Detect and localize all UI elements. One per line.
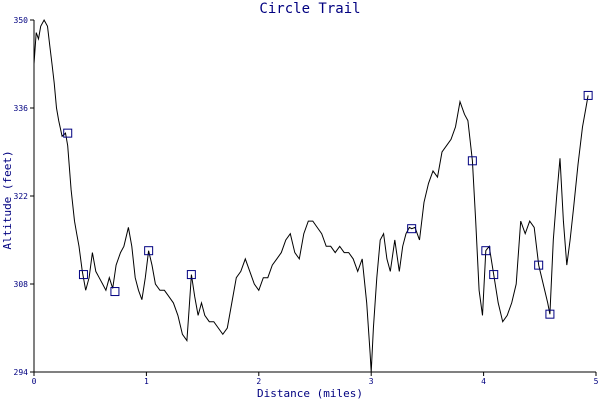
x-tick-label: 5 — [594, 377, 599, 386]
y-axis-label: Altitude (feet) — [1, 150, 14, 249]
x-axis-label: Distance (miles) — [257, 387, 363, 400]
y-tick-label: 336 — [14, 104, 29, 113]
waypoint-marker — [489, 270, 499, 280]
waypoint-marker — [481, 246, 491, 256]
y-tick-label: 308 — [14, 280, 29, 289]
plot-area — [33, 18, 593, 373]
waypoint-marker — [186, 270, 196, 280]
x-tick-label: 0 — [32, 377, 37, 386]
waypoint-marker — [467, 156, 477, 166]
y-tick-label: 294 — [14, 368, 29, 377]
waypoint-marker — [144, 246, 154, 256]
altitude-series-line — [33, 18, 589, 373]
waypoint-marker — [78, 270, 88, 280]
x-tick-label: 1 — [144, 377, 149, 386]
x-tick-label: 3 — [369, 377, 374, 386]
x-tick-label: 4 — [481, 377, 486, 386]
waypoint-marker — [63, 128, 73, 138]
waypoint-marker — [583, 90, 593, 100]
x-tick-label: 2 — [256, 377, 261, 386]
waypoint-marker — [534, 260, 544, 270]
y-tick-label: 350 — [14, 16, 29, 25]
waypoint-marker — [407, 224, 417, 234]
chart-title: Circle Trail — [259, 1, 360, 17]
waypoint-marker — [110, 287, 120, 297]
axis-ticks: 0 1 2 3 4 5 294 308 322 336 350 — [14, 16, 599, 386]
waypoint-marker — [545, 309, 555, 319]
y-tick-label: 322 — [14, 192, 29, 201]
